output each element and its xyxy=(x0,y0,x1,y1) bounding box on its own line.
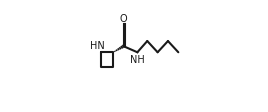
Text: O: O xyxy=(120,14,127,25)
Text: NH: NH xyxy=(130,55,145,65)
Text: HN: HN xyxy=(90,41,105,51)
